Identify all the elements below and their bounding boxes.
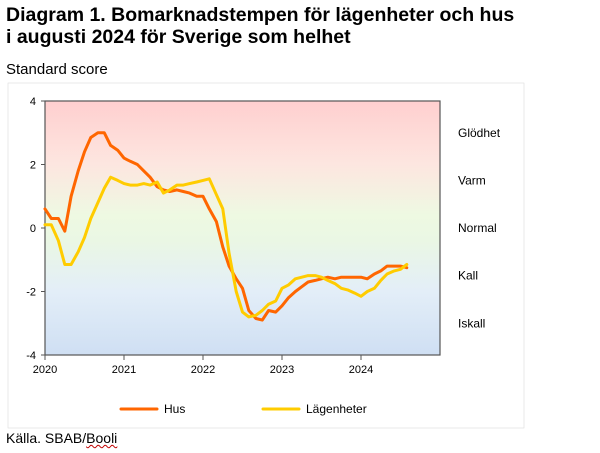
plot-area [44, 100, 441, 356]
y-tick-label: 4 [30, 96, 36, 108]
zone-label: Varm [458, 173, 486, 187]
x-tick-label: 2021 [112, 364, 136, 376]
series-line-lagenheter [43, 175, 409, 319]
source-prefix: Källa. SBAB/ [6, 430, 87, 446]
zone-label: Iskall [458, 316, 485, 330]
x-tick-label: 2024 [349, 364, 373, 376]
chart-title-line-1: Diagram 1. Bomarknadstempen för lägenhet… [6, 4, 515, 26]
chart-title: Diagram 1. Bomarknadstempen för lägenhet… [6, 4, 596, 48]
series-line-hus [43, 131, 409, 322]
chart-title-line-2: i augusti 2024 för Sverige som helhet [6, 26, 351, 48]
x-tick-label: 2020 [33, 364, 57, 376]
chart-subtitle: Standard score [6, 61, 108, 78]
x-axis: 2020 2021 2022 2023 2024 [33, 355, 373, 376]
zone-label: Kall [458, 269, 478, 283]
temperature-zone-labels: Glödhet Varm Normal Kall Iskall [458, 126, 501, 331]
y-axis: 4 2 0 -2 -4 [26, 96, 45, 362]
source-underlined: Booli [86, 430, 118, 446]
y-tick-label: 2 [30, 160, 36, 172]
zone-label: Glödhet [458, 126, 501, 140]
x-tick-label: 2023 [270, 364, 294, 376]
series-lines [43, 131, 409, 322]
legend: Hus Lägenheter [119, 402, 367, 416]
x-tick-label: 2022 [191, 364, 215, 376]
y-tick-label: -2 [26, 287, 36, 299]
legend-label: Hus [164, 402, 185, 416]
line-chart: 4 2 0 -2 -4 2020 2021 2022 2023 2024 Glödhet Varm… [7, 82, 525, 429]
y-tick-label: -4 [26, 350, 36, 362]
zone-label: Normal [458, 221, 497, 235]
source-note: Källa. SBAB/Booli [6, 430, 117, 446]
legend-label: Lägenheter [306, 402, 367, 416]
y-tick-label: 0 [30, 223, 36, 235]
